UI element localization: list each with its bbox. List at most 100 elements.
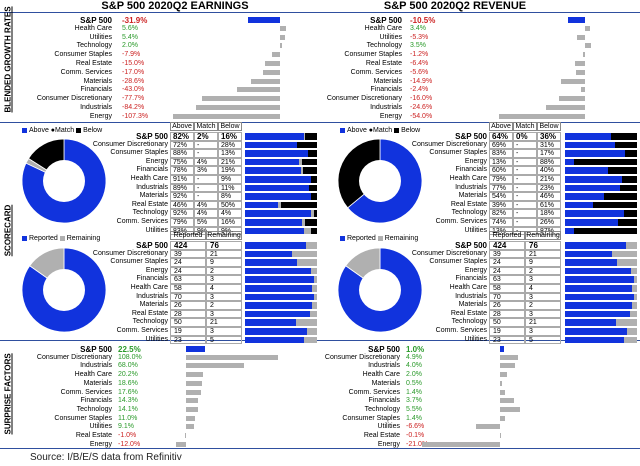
sector-label: Consumer Staples <box>429 149 487 157</box>
source-note: Source: I/B/E/S data from Refinitiv <box>30 452 182 463</box>
match-bar <box>299 158 302 166</box>
category-label: Consumer Discretionary <box>326 95 402 103</box>
table-cell: 23% <box>537 183 561 193</box>
below-bar <box>314 210 317 217</box>
below-bar <box>620 184 637 192</box>
category-label: Industrials <box>368 362 400 370</box>
legend-remaining: Remaining <box>384 235 419 242</box>
growth-bar <box>172 113 280 119</box>
table-cell: 3 <box>206 292 242 302</box>
table-cell: - <box>194 183 218 193</box>
reported-bar <box>565 242 627 249</box>
category-label: Comm. Services <box>348 388 400 396</box>
table-cell: 4% <box>194 157 218 167</box>
growth-bar <box>585 25 591 31</box>
above-bar <box>245 184 310 192</box>
above-bar <box>565 150 625 157</box>
table-cell: - <box>513 183 537 193</box>
category-label: Consumer Staples <box>54 51 112 59</box>
category-label: Consumer Staples <box>54 414 112 422</box>
column-header: Match <box>513 122 537 131</box>
table-cell: - <box>513 200 537 210</box>
table-cell: 424 <box>489 241 525 250</box>
remaining-bar <box>306 242 317 249</box>
remaining-bar <box>624 336 637 344</box>
table-cell: 88% <box>537 157 561 167</box>
category-label: Materials <box>371 379 400 387</box>
table-cell: - <box>513 192 537 201</box>
sector-label: Materials <box>458 301 487 309</box>
table-cell: 72% <box>170 140 194 150</box>
sector-label: Health Care <box>130 284 168 291</box>
category-label: S&P 500 <box>80 345 112 354</box>
value-label: -15.0% <box>122 60 145 67</box>
category-label: Technology <box>364 405 400 413</box>
table-cell: 24 <box>170 266 206 276</box>
remaining-bar <box>304 336 317 344</box>
table-cell: 92% <box>170 209 194 218</box>
table-cell: 13% <box>218 149 242 158</box>
growth-bar <box>583 52 585 58</box>
reported-bar <box>245 302 312 309</box>
earnings-title: S&P 500 2020Q2 EARNINGS <box>101 0 249 12</box>
value-label: -1.2% <box>410 51 429 59</box>
growth-bar <box>545 105 585 110</box>
surprise-bar <box>500 363 515 369</box>
category-label: Health Care <box>364 24 402 32</box>
above-swatch <box>22 127 27 133</box>
category-label: Technology <box>76 405 112 413</box>
growth-bar <box>237 87 280 93</box>
value-label: -54.0% <box>410 112 433 120</box>
surprise-bar <box>500 389 506 395</box>
table-cell: - <box>513 218 537 227</box>
table-cell: 5% <box>194 218 218 227</box>
table-cell: 2 <box>206 266 242 276</box>
sector-label: Materials <box>458 192 487 200</box>
remaining-bar <box>634 293 637 301</box>
surprise-bar <box>500 354 519 360</box>
below-bar <box>309 184 317 192</box>
table-cell: 24 <box>170 258 206 267</box>
column-header: Reported <box>489 231 525 240</box>
above-bar <box>565 184 621 192</box>
score-donut-earnings <box>21 138 107 224</box>
reported-bar <box>565 293 635 301</box>
table-cell: - <box>513 140 537 150</box>
remaining-swatch <box>377 235 383 241</box>
growth-bar <box>280 34 286 40</box>
sector-label: Utilities <box>464 335 487 343</box>
sector-label: Real Estate <box>131 200 168 208</box>
category-label: Technology <box>76 42 112 50</box>
above-bar <box>565 141 615 149</box>
sector-label: Comm. Services <box>116 218 168 225</box>
above-bar <box>565 227 575 235</box>
legend-match: Match <box>55 127 75 134</box>
table-cell: - <box>513 209 537 218</box>
remaining-bar <box>291 250 317 258</box>
table-cell: 36% <box>537 132 561 141</box>
category-label: Financials <box>370 86 402 94</box>
table-cell: 2 <box>525 301 561 310</box>
category-label: Materials <box>373 77 402 85</box>
match-bar <box>304 133 306 140</box>
value-label: 9.1% <box>118 423 134 431</box>
value-label: -7.9% <box>122 51 141 59</box>
category-label: Financials <box>368 397 400 405</box>
reported-bar <box>565 250 612 258</box>
table-cell: 24 <box>489 258 525 267</box>
above-bar <box>565 219 619 226</box>
match-bar <box>301 167 304 174</box>
value-label: 11.0% <box>118 414 138 422</box>
sector-label: Real Estate <box>450 309 487 317</box>
below-bar <box>618 219 637 226</box>
table-cell: 79% <box>170 218 194 227</box>
table-cell: 4% <box>194 200 218 210</box>
above-bar <box>565 176 622 183</box>
sector-label: Consumer Staples <box>110 149 168 157</box>
value-label: 4.9% <box>406 353 422 361</box>
category-label: Health Care <box>74 24 112 32</box>
sector-label: Industrials <box>136 292 168 300</box>
score-legend-earnings: Above ●Match Below <box>22 127 102 134</box>
table-cell: 46% <box>537 192 561 201</box>
remaining-bar <box>312 285 317 292</box>
